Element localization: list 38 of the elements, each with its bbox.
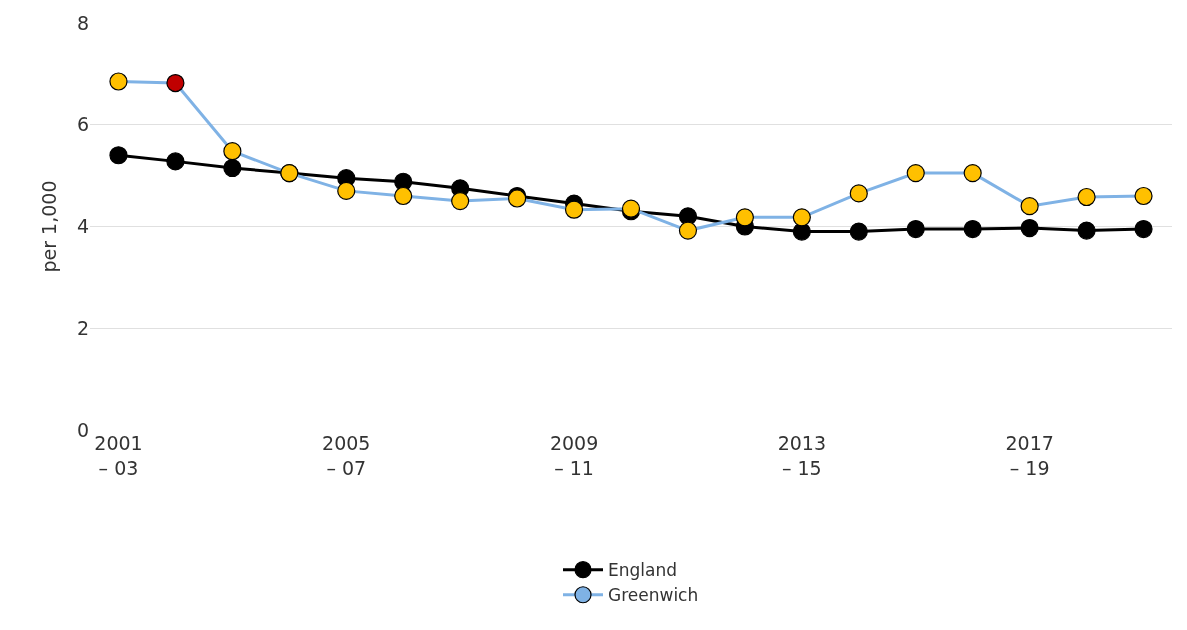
point xyxy=(792,208,811,227)
y-axis-title: per 1,000 xyxy=(37,180,60,273)
point xyxy=(109,146,128,165)
point xyxy=(223,158,242,178)
point xyxy=(1077,221,1096,240)
point xyxy=(223,142,242,161)
x-tick-label: 2009 – 11 xyxy=(549,432,599,479)
point xyxy=(166,73,185,93)
point xyxy=(849,222,868,241)
point xyxy=(963,163,982,183)
y-tick-label: 8 xyxy=(76,11,89,34)
legend-label: England xyxy=(608,560,678,581)
point xyxy=(735,208,754,227)
point xyxy=(564,200,584,219)
point xyxy=(394,186,413,206)
point xyxy=(1077,187,1096,207)
y-tick-label: 0 xyxy=(76,418,89,441)
point xyxy=(337,181,356,200)
y-tick-label: 2 xyxy=(76,316,89,339)
y-tick-label: 6 xyxy=(76,113,89,136)
point xyxy=(1020,197,1039,216)
point xyxy=(849,184,868,203)
point xyxy=(1134,219,1153,239)
point xyxy=(109,72,128,91)
x-tick-label: 2005 – 07 xyxy=(322,432,371,479)
point xyxy=(451,191,470,211)
x-tick-label: 2013 – 15 xyxy=(777,432,827,479)
x-tick-label: 2001 – 03 xyxy=(94,432,143,479)
point xyxy=(963,219,982,239)
point xyxy=(906,163,925,183)
x-tick-label: 2017 – 19 xyxy=(1005,432,1054,479)
point xyxy=(1020,218,1039,238)
legend-label: Greenwich xyxy=(608,585,699,606)
point xyxy=(166,152,185,171)
y-tick-label: 4 xyxy=(76,215,89,238)
point xyxy=(906,219,925,239)
point xyxy=(1134,186,1153,206)
point xyxy=(678,221,698,240)
